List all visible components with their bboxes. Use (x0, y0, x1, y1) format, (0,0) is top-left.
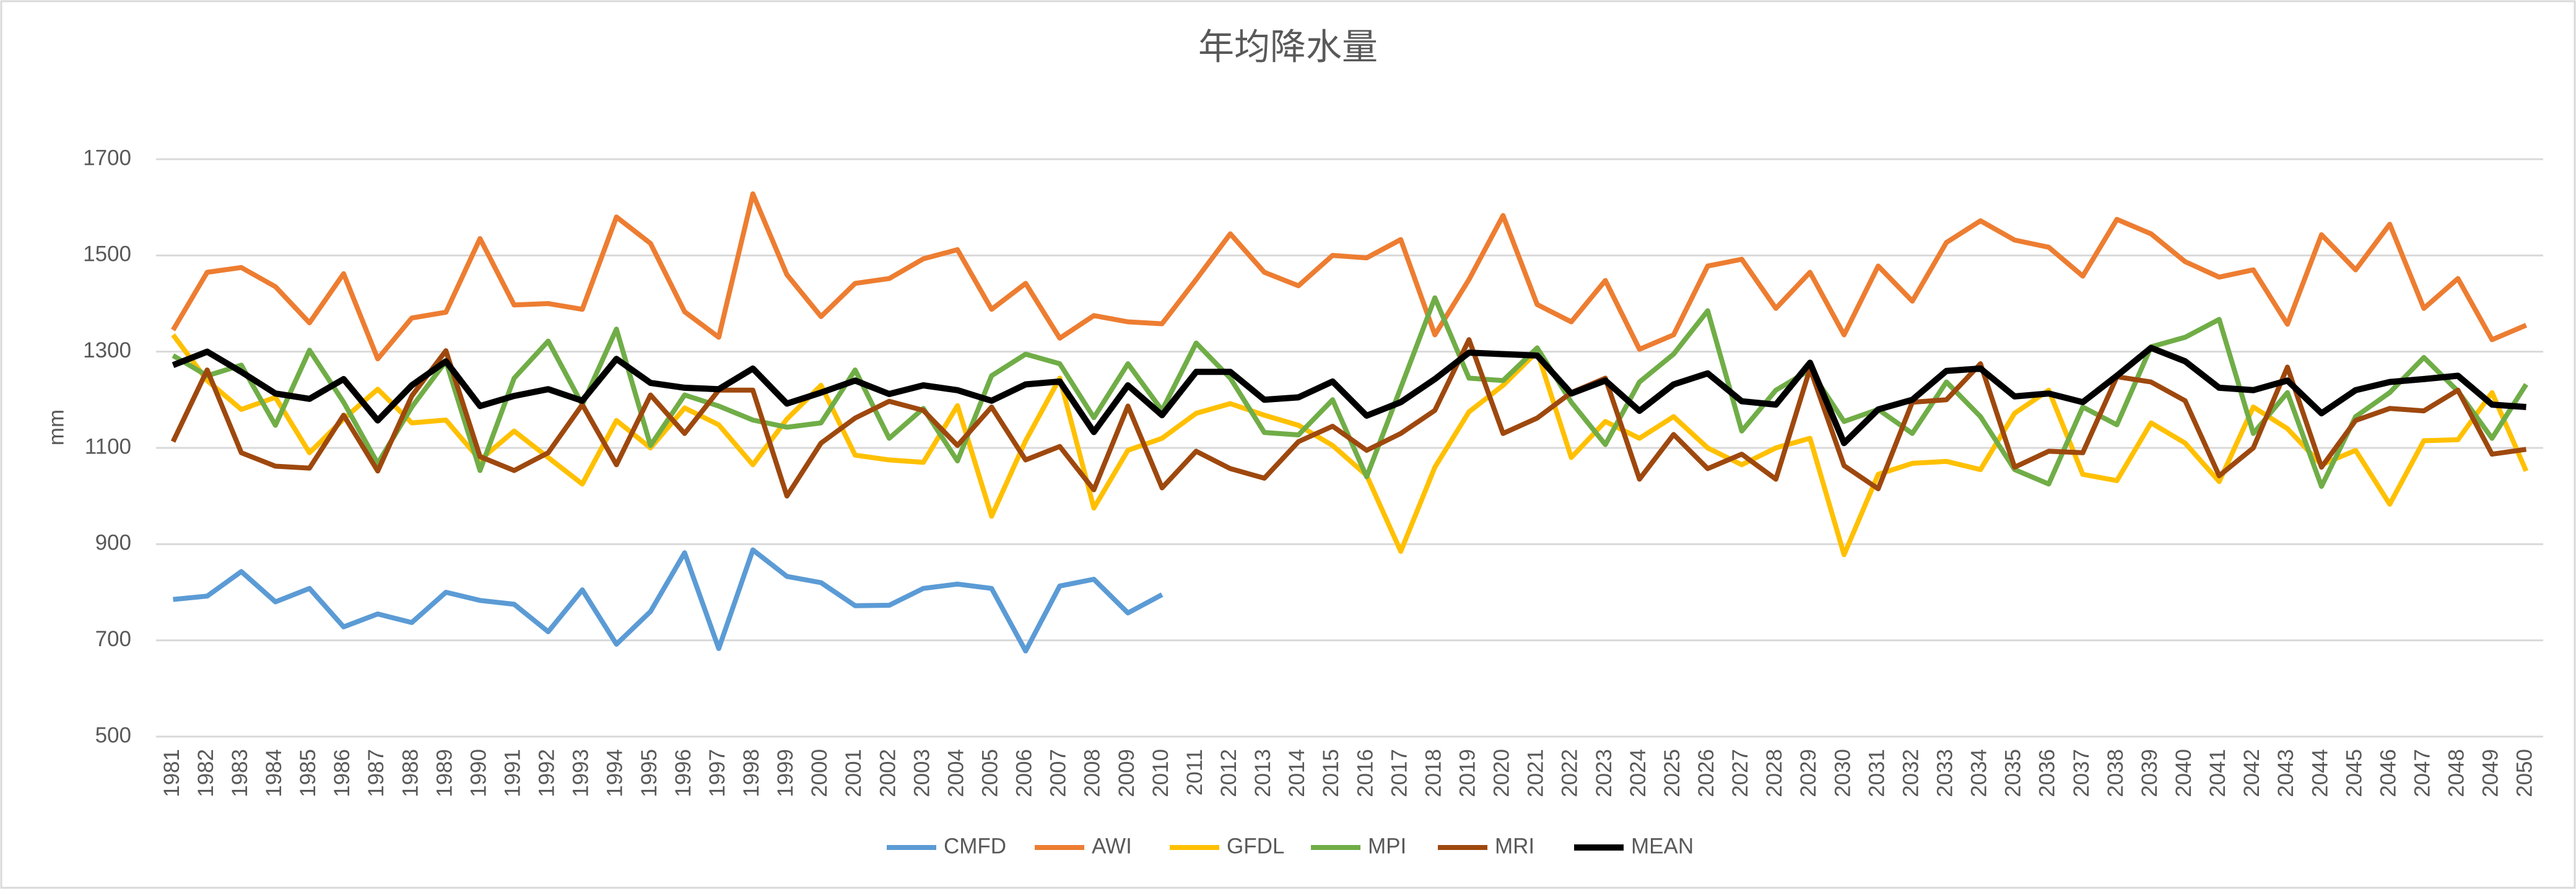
x-tick-label: 1986 (330, 749, 354, 797)
x-tick-label: 2012 (1217, 749, 1241, 797)
x-tick-label: 2002 (876, 749, 900, 797)
x-tick-label: 1982 (194, 749, 218, 797)
y-tick-label: 900 (95, 531, 131, 555)
x-tick-label: 2013 (1251, 749, 1275, 797)
x-tick-label: 1999 (773, 749, 798, 797)
x-tick-label: 2049 (2479, 749, 2503, 797)
x-tick-label: 2008 (1081, 749, 1105, 797)
x-tick-label: 2026 (1694, 749, 1718, 797)
y-tick-label: 1500 (83, 242, 131, 266)
x-tick-label: 2038 (2104, 749, 2128, 797)
x-tick-label: 2030 (1830, 749, 1855, 797)
x-tick-label: 2018 (1421, 749, 1445, 797)
x-tick-label: 1990 (466, 749, 490, 797)
y-tick-label: 700 (95, 627, 131, 651)
y-tick-label: 1300 (83, 338, 131, 362)
x-tick-label: 1997 (705, 749, 729, 797)
y-axis-label: mm (44, 409, 68, 445)
x-tick-label: 2036 (2035, 749, 2060, 797)
x-tick-label: 2007 (1046, 749, 1071, 797)
x-tick-label: 1988 (398, 749, 422, 797)
x-tick-label: 2031 (1865, 749, 1889, 797)
y-tick-label: 1700 (83, 146, 131, 170)
x-tick-label: 1991 (501, 749, 525, 797)
x-tick-label: 2011 (1183, 749, 1207, 795)
x-tick-label: 2028 (1762, 749, 1786, 797)
series-line (171, 191, 2528, 362)
y-tick-label: 1100 (85, 434, 131, 458)
x-tick-label: 2045 (2342, 749, 2366, 797)
legend-label: CMFD (944, 834, 1006, 858)
legend-label: GFDL (1227, 834, 1284, 858)
x-tick-label: 1981 (160, 749, 184, 797)
x-tick-label: 2040 (2172, 749, 2196, 797)
x-tick-label: 2042 (2240, 749, 2264, 797)
x-tick-label: 2024 (1626, 749, 1650, 797)
x-tick-label: 2039 (2138, 749, 2162, 797)
x-tick-label: 2004 (944, 749, 968, 797)
x-tick-label: 2047 (2411, 749, 2435, 797)
x-tick-label: 2027 (1728, 749, 1752, 797)
x-tick-label: 2032 (1899, 749, 1923, 797)
x-tick-label: 2020 (1490, 749, 1514, 797)
chart-title: 年均降水量 (1198, 27, 1378, 67)
x-tick-label: 2009 (1115, 749, 1139, 797)
x-tick-label: 2003 (910, 749, 934, 797)
x-tick-label: 1995 (637, 749, 661, 797)
x-tick-label: 2050 (2513, 749, 2537, 797)
x-tick-label: 2010 (1149, 749, 1173, 797)
x-tick-label: 2005 (978, 749, 1003, 797)
x-tick-label: 2021 (1524, 749, 1548, 797)
legend-label: MPI (1368, 834, 1406, 858)
x-tick-label: 2034 (1967, 749, 1991, 797)
series-line (173, 547, 1164, 654)
x-tick-label: 2016 (1353, 749, 1377, 797)
x-tick-label: 2015 (1319, 749, 1343, 797)
x-tick-label: 2041 (2206, 749, 2230, 797)
x-tick-label: 1993 (569, 749, 593, 797)
series-line (172, 344, 2526, 447)
x-tick-label: 2014 (1285, 749, 1309, 797)
x-tick-label: 2029 (1796, 749, 1821, 797)
x-tick-label: 2048 (2445, 749, 2469, 797)
x-tick-label: 2023 (1592, 749, 1616, 797)
series-line (171, 333, 2529, 558)
x-tick-label: 2025 (1660, 749, 1684, 797)
x-tick-label: 2001 (842, 749, 866, 797)
x-tick-label: 1985 (296, 749, 320, 797)
series-line (170, 337, 2527, 499)
x-tick-label: 1992 (535, 749, 559, 797)
legend-label: MRI (1495, 834, 1534, 858)
legend-label: MEAN (1631, 834, 1694, 858)
x-tick-label: 1984 (262, 749, 286, 797)
x-tick-label: 1989 (432, 749, 456, 797)
x-tick-label: 1994 (603, 749, 627, 797)
x-tick-label: 1987 (364, 749, 388, 797)
x-tick-label: 2043 (2274, 749, 2298, 797)
x-tick-label: 2044 (2308, 749, 2332, 797)
x-tick-label: 2000 (807, 749, 832, 797)
x-tick-label: 2035 (2001, 749, 2026, 797)
legend-label: AWI (1092, 834, 1132, 858)
x-tick-label: 2017 (1387, 749, 1411, 797)
x-tick-label: 2006 (1012, 749, 1037, 797)
y-tick-label: 500 (95, 723, 131, 747)
x-tick-label: 1996 (671, 749, 695, 797)
x-tick-label: 2022 (1558, 749, 1582, 797)
x-tick-label: 2033 (1933, 749, 1957, 797)
x-tick-label: 1998 (739, 749, 764, 797)
x-tick-label: 1983 (228, 749, 252, 797)
x-tick-label: 2046 (2376, 749, 2400, 797)
x-tick-label: 2019 (1456, 749, 1480, 797)
x-tick-label: 2037 (2069, 749, 2094, 797)
